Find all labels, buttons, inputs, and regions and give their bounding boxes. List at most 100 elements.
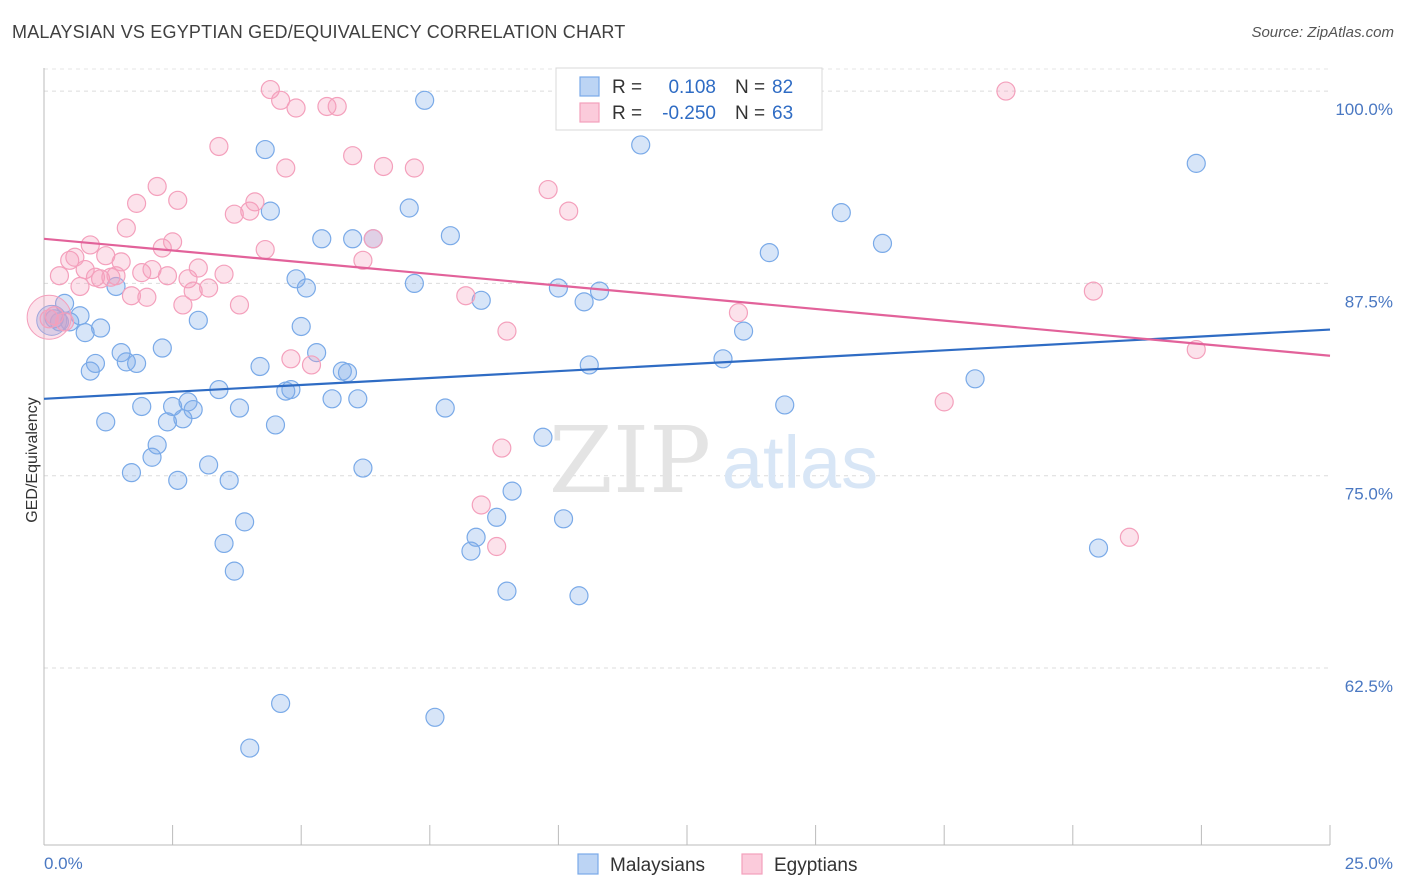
point-egyptians-47 [353,250,373,270]
point-egyptians-55 [497,321,517,341]
legend-n-label-malaysians: N = [735,77,765,98]
bottom-legend-swatch-egyptians [741,853,763,875]
point-malaysians-cluster [36,304,68,336]
point-egyptians-33 [224,204,244,224]
point-egyptians-8 [80,235,100,255]
point-egyptians-42 [286,98,306,118]
point-egyptians-21 [147,176,167,197]
point-malaysians-11 [111,343,131,363]
point-egyptians-14 [111,252,131,272]
point-malaysians-57 [435,398,455,418]
point-egyptians-46 [343,146,363,166]
x-tick-label-max: 25.0% [1345,854,1393,873]
point-egyptians-31 [209,136,229,157]
point-malaysians-53 [399,198,419,218]
point-egyptians-2 [49,266,70,286]
point-malaysians-75 [759,243,779,263]
y-tick-label-1: 75.0% [1345,485,1393,504]
bottom-legend-label-malaysians: Malaysians [610,855,705,876]
series-egyptians [26,79,1206,557]
point-egyptians-23 [157,266,178,286]
point-egyptians-30 [199,278,219,298]
point-malaysians-51 [353,458,373,478]
point-malaysians-44 [307,343,327,363]
point-malaysians-18 [152,338,172,358]
legend-swatch-malaysians [579,76,600,97]
point-malaysians-49 [343,229,363,249]
trend-line-egyptians [43,237,1331,357]
y-tick-labels: 62.5% 75.0% 87.5% 100.0% [1335,100,1393,696]
point-malaysians-74 [733,321,754,341]
point-egyptians-5 [65,247,85,267]
point-malaysians-21 [168,470,188,490]
point-egyptians-41 [281,349,301,369]
point-egyptians-48 [363,229,383,249]
point-egyptians-32 [214,264,234,284]
watermark-atlas: atlas [722,421,878,504]
point-egyptians-61 [1083,281,1103,301]
point-egyptians-44 [317,96,337,117]
x-tick-label-min: 0.0% [44,854,83,873]
point-malaysians-7 [85,353,106,374]
point-egyptians-34 [229,295,250,315]
point-egyptians-53 [487,536,507,557]
point-malaysians-14 [126,353,147,374]
legend-r-value-malaysians: 0.108 [668,77,716,98]
point-malaysians-9 [96,412,116,432]
point-malaysians-34 [250,356,270,377]
point-malaysians-13 [121,463,142,483]
point-egyptians-25 [168,190,188,210]
point-egyptians-7 [75,259,95,280]
legend-n-value-malaysians: 82 [772,77,793,98]
point-malaysians-62 [487,507,507,527]
legend-r-label-malaysians: R = [612,77,642,98]
point-malaysians-40 [281,379,301,400]
point-malaysians-70 [579,355,599,375]
chart-title: MALAYSIAN VS EGYPTIAN GED/EQUIVALENCY CO… [12,22,626,42]
legend: R = 0.108 N = 82 R = -0.250 N = 63 [555,67,823,131]
point-malaysians-58 [440,226,460,246]
point-egyptians-58 [728,303,749,323]
point-egyptians-35 [240,201,260,221]
watermark: ZIP atlas [549,407,878,514]
point-malaysians-32 [235,512,255,532]
legend-r-label-egyptians: R = [612,103,642,124]
point-egyptians-57 [559,201,579,221]
point-malaysians-25 [188,310,208,330]
point-egyptians-15 [116,218,136,238]
point-egyptians-49 [373,156,394,177]
point-malaysians-45 [312,229,332,249]
point-egyptians-43 [301,355,322,375]
bottom-legend-label-egyptians: Egyptians [774,855,857,876]
point-egyptians-59 [934,392,954,412]
point-malaysians-50 [348,389,368,409]
point-malaysians-73 [713,349,733,369]
point-egyptians-17 [126,193,147,213]
point-egyptians-1 [44,306,64,326]
point-egyptians-36 [245,192,265,212]
trend-line-malaysians [43,328,1331,400]
y-tick-label-0: 62.5% [1345,677,1393,696]
point-egyptians-4 [60,250,80,270]
point-malaysians-15 [132,396,152,417]
point-malaysians-26 [199,455,219,475]
point-malaysians-20 [163,396,183,417]
point-egyptians-50 [404,158,424,178]
point-malaysians-12 [116,352,136,372]
point-egyptians-39 [271,90,291,110]
point-malaysians-28 [214,533,234,554]
y-tick-label-3: 100.0% [1335,100,1393,119]
chart-source: Source: ZipAtlas.com [1251,24,1394,41]
point-malaysians-60 [466,527,486,547]
point-egyptians-0 [39,309,59,329]
point-egyptians-51 [456,286,476,306]
point-egyptians-37 [255,239,275,260]
point-malaysians-19 [157,412,178,432]
point-malaysians-63 [497,581,517,601]
point-egyptians-40 [276,158,296,178]
series-malaysians [36,90,1206,758]
point-malaysians-67 [553,509,574,529]
point-malaysians-48 [337,363,358,383]
point-egyptians-24 [163,232,183,252]
